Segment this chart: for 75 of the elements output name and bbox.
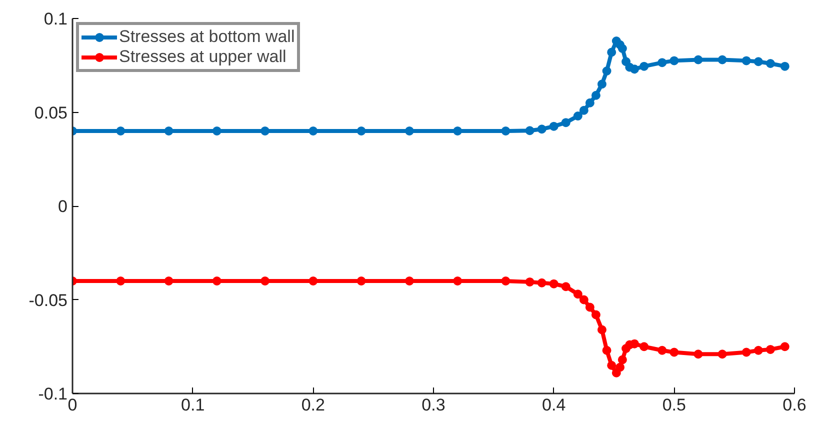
point xyxy=(597,325,606,334)
point xyxy=(404,276,414,286)
point xyxy=(585,302,594,312)
point xyxy=(607,360,616,370)
legend-label: Stresses at upper wall xyxy=(119,47,286,67)
point xyxy=(754,57,763,66)
point xyxy=(658,346,667,355)
point xyxy=(579,295,588,304)
point xyxy=(718,55,727,64)
point xyxy=(537,278,546,288)
x-tick-label: 0.3 xyxy=(422,396,446,414)
y-tick-label: 0.05 xyxy=(34,103,68,122)
point xyxy=(658,58,667,68)
point xyxy=(404,126,414,136)
point xyxy=(640,62,649,71)
point xyxy=(780,62,790,71)
point xyxy=(537,124,546,134)
point xyxy=(549,279,558,288)
point xyxy=(308,276,318,286)
point xyxy=(766,344,775,354)
point xyxy=(742,348,751,357)
point xyxy=(501,276,510,286)
point xyxy=(356,276,366,286)
point xyxy=(585,98,594,108)
x-tick-label: 0.5 xyxy=(662,396,686,414)
point xyxy=(212,276,222,286)
x-tick-label: 0.1 xyxy=(181,396,205,414)
point xyxy=(694,55,703,64)
point xyxy=(561,118,570,128)
point xyxy=(670,348,679,357)
x-tick-label: 0.6 xyxy=(782,396,806,414)
point xyxy=(618,355,627,364)
point xyxy=(591,310,600,320)
point xyxy=(164,276,174,286)
point xyxy=(607,48,616,57)
legend-label: Stresses at bottom wall xyxy=(119,27,295,47)
y-tick-label: -0.1 xyxy=(38,384,68,404)
point xyxy=(602,346,612,355)
point xyxy=(453,126,462,136)
point xyxy=(670,56,679,66)
point xyxy=(780,342,790,352)
point xyxy=(742,56,751,66)
y-tick-label: 0.1 xyxy=(44,10,68,28)
point xyxy=(260,126,270,136)
point xyxy=(356,126,366,136)
point xyxy=(754,346,763,355)
point xyxy=(573,112,582,120)
point xyxy=(549,122,558,131)
point xyxy=(116,126,126,136)
point xyxy=(694,350,703,359)
point xyxy=(212,126,222,136)
point xyxy=(630,64,639,74)
y-tick-label: -0.05 xyxy=(28,290,68,310)
x-tick-label: 0.4 xyxy=(542,396,566,414)
point xyxy=(525,277,534,286)
point xyxy=(597,80,606,89)
point xyxy=(164,126,174,136)
point xyxy=(561,282,570,292)
point xyxy=(602,66,612,76)
point xyxy=(501,126,510,136)
point xyxy=(616,362,625,372)
x-tick-label: 0.2 xyxy=(301,396,325,414)
point xyxy=(718,350,727,359)
point xyxy=(116,276,126,286)
point xyxy=(525,126,534,136)
y-tick-label: 0 xyxy=(58,197,68,216)
point xyxy=(579,106,588,115)
point xyxy=(766,59,775,68)
point xyxy=(308,126,318,136)
point xyxy=(260,276,270,286)
point xyxy=(453,276,462,286)
point xyxy=(640,342,649,352)
point xyxy=(573,290,582,299)
point xyxy=(618,44,627,53)
point xyxy=(591,90,600,100)
